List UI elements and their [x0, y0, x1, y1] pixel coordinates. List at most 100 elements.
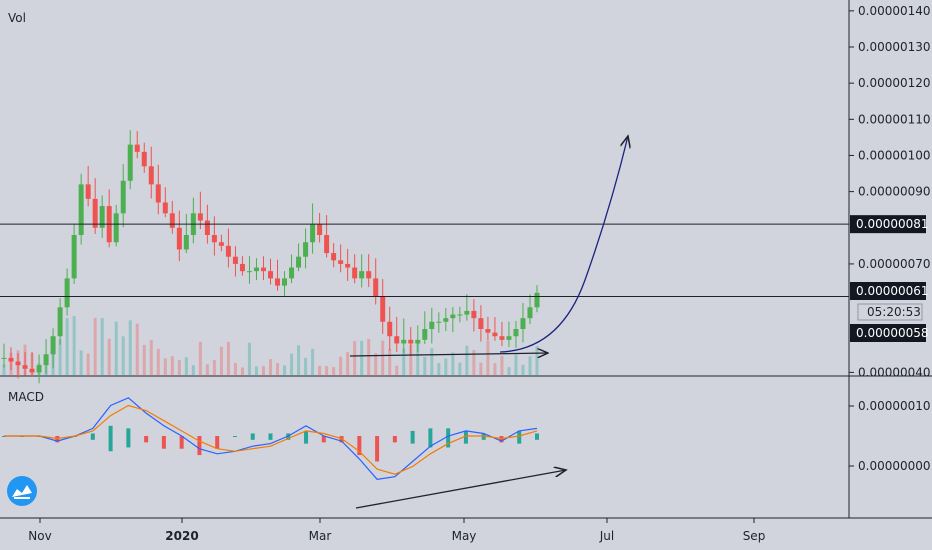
candle-body [22, 365, 28, 369]
candle-body [78, 184, 84, 235]
macd-histogram-bar [304, 430, 309, 444]
candle-body [120, 180, 126, 214]
volume-bar [219, 346, 223, 376]
volume-bar [191, 365, 195, 376]
candle-body [394, 336, 400, 344]
candle-body [71, 235, 77, 279]
price-tag[interactable]: 0.00000061 [850, 282, 929, 300]
volume-bar [304, 357, 308, 376]
macd-axis[interactable]: 0.00000010 0.00000000 [849, 399, 931, 473]
volume-bar [283, 365, 287, 376]
macd-histogram-bar [126, 428, 131, 448]
volume-bar [142, 345, 146, 376]
candle-body [303, 242, 309, 257]
volume-bar [409, 344, 413, 376]
macd-histogram-bar [108, 425, 113, 452]
candle-body [1, 357, 7, 359]
candle-body [36, 365, 42, 373]
candle-body [50, 336, 56, 355]
price-tag[interactable]: 0.00000081 [850, 215, 929, 234]
candle-body [513, 329, 519, 337]
volume-bar [198, 341, 202, 376]
volume-bar [479, 362, 483, 376]
volume-bar [360, 340, 364, 376]
projection-curve-arrow[interactable] [499, 136, 628, 353]
macd-line [4, 397, 538, 480]
candle-body [422, 329, 428, 340]
candle-body [492, 332, 498, 337]
candle-body [436, 321, 442, 323]
candle-body [359, 271, 365, 279]
candle-body [218, 242, 224, 246]
volume-bar [395, 365, 399, 376]
macd-histogram-bar [268, 433, 273, 440]
volume-bar [486, 341, 490, 376]
volume-bar [149, 340, 153, 376]
macd-histogram-bar [55, 436, 60, 443]
candle-body [260, 267, 266, 272]
macd-histogram-bar [215, 436, 220, 449]
time-axis[interactable]: Nov 2020 Mar May Jul Sep [28, 518, 765, 543]
volume-bar [247, 342, 251, 376]
volume-bar [437, 362, 441, 376]
macd-histogram-bar [535, 433, 539, 440]
macd-histogram-bar [463, 430, 468, 444]
volume-bar [472, 350, 476, 376]
x-tick-label: Sep [743, 529, 766, 543]
candle-body [29, 368, 35, 373]
candle-body [268, 271, 273, 279]
volume-bars [2, 316, 539, 376]
volume-bar [58, 339, 62, 376]
volume-bar [528, 356, 532, 376]
macd-divergence-arrow[interactable] [355, 470, 566, 509]
volume-bar [269, 359, 272, 376]
candle-body [211, 235, 217, 243]
volume-bar [381, 340, 385, 376]
volume-bar [507, 367, 511, 376]
candle-body [197, 213, 203, 221]
brand-logo-icon[interactable] [7, 476, 37, 506]
candle-body [275, 278, 281, 286]
candle-body [408, 339, 414, 344]
volume-bar [276, 363, 280, 376]
volume-bar [107, 338, 111, 376]
volume-bar [128, 320, 132, 376]
countdown-bg [857, 303, 923, 321]
volume-bar [332, 367, 336, 376]
price-tag-bg [850, 282, 926, 300]
macd-tick-label: 0.00000000 [858, 459, 931, 473]
volume-bar [205, 364, 209, 376]
candle-body [506, 336, 512, 340]
volume-bar [339, 356, 343, 376]
volume-bar [114, 321, 118, 376]
volume-bar [416, 341, 420, 376]
price-tag-label: 0.00000081 [856, 217, 929, 231]
macd-histogram-bar [499, 436, 504, 443]
price-tag[interactable]: 0.00000058 [850, 324, 929, 342]
support-arrow[interactable] [349, 353, 548, 356]
volume-bar [261, 366, 265, 376]
candle-body [520, 318, 526, 329]
trend-drawings[interactable] [349, 136, 628, 509]
volume-bar [388, 348, 392, 376]
candle-body [485, 329, 491, 333]
candle-body [296, 256, 302, 268]
candle-body [282, 278, 288, 286]
macd-histogram-bar [90, 433, 95, 440]
horizontal-levels[interactable] [0, 223, 849, 297]
x-tick-label: 2020 [165, 529, 198, 543]
volume-bar [163, 358, 167, 376]
volume-bar [430, 348, 434, 376]
candle-body [317, 224, 323, 235]
candle-body [253, 267, 259, 272]
volume-bar [233, 362, 237, 376]
volume-bar [177, 359, 181, 376]
volume-bar [212, 360, 216, 376]
volume-bar [2, 364, 6, 376]
candle-body [155, 184, 161, 203]
volume-bar [240, 367, 244, 376]
volume-bar [297, 345, 301, 376]
price-axis[interactable]: 0.00000140 0.00000130 0.00000120 0.00000110… [849, 4, 931, 380]
